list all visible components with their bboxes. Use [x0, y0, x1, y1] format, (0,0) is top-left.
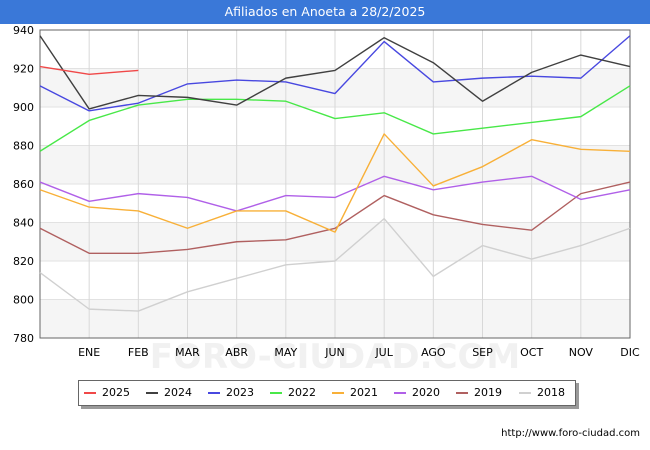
x-tick-label: MAY [274, 346, 297, 359]
x-tick-label: OCT [520, 346, 543, 359]
legend-label: 2020 [412, 386, 440, 399]
series-line-2022 [39, 85, 631, 152]
series-line-2023 [39, 35, 631, 112]
x-tick-label: AGO [421, 346, 446, 359]
legend-swatch [456, 392, 468, 394]
y-tick-label: 840 [13, 217, 34, 230]
legend-label: 2021 [350, 386, 378, 399]
legend-label: 2018 [537, 386, 565, 399]
plot-border [39, 29, 631, 339]
legend-swatch [84, 392, 96, 394]
series-line-2024 [39, 35, 631, 110]
legend-label: 2025 [102, 386, 130, 399]
y-tick-label: 900 [13, 101, 34, 114]
x-tick-label: FEB [128, 346, 149, 359]
y-tick-label: 920 [13, 63, 34, 76]
y-tick-label: 880 [13, 140, 34, 153]
y-tick-label: 800 [13, 294, 34, 307]
y-tick-label: 940 [13, 24, 34, 37]
series-line-2021 [39, 133, 631, 233]
y-tick-label: 780 [13, 332, 34, 345]
series-line-2019 [39, 181, 631, 255]
series-line-2020 [39, 175, 631, 212]
legend-label: 2019 [474, 386, 502, 399]
x-tick-label: NOV [569, 346, 594, 359]
x-tick-label: JUN [324, 346, 345, 359]
y-tick-label: 820 [13, 255, 34, 268]
x-tick-label: MAR [175, 346, 200, 359]
series-line-2018 [39, 217, 631, 312]
x-tick-label: ENE [78, 346, 100, 359]
series-line-2025 [39, 65, 139, 75]
legend-label: 2024 [164, 386, 192, 399]
legend-swatch [332, 392, 344, 394]
legend-label: 2023 [226, 386, 254, 399]
x-tick-label: ABR [225, 346, 248, 359]
watermark: FORO-CIUDAD.COM [150, 337, 521, 377]
x-tick-label: DIC [620, 346, 640, 359]
x-tick-label: JUL [374, 346, 393, 359]
legend-swatch [208, 392, 220, 394]
legend: 2025 2024 2023 2022 2021 2020 2019 2018 [78, 380, 576, 406]
x-tick-label: SEP [472, 346, 493, 359]
source-url: http://www.foro-ciudad.com [501, 428, 640, 439]
chart-title: Afiliados en Anoeta a 28/2/2025 [224, 4, 426, 19]
legend-swatch [519, 392, 531, 394]
title-bar [0, 0, 650, 24]
legend-swatch [270, 392, 282, 394]
legend-swatch [146, 392, 158, 394]
legend-swatch [394, 392, 406, 394]
y-tick-label: 860 [13, 178, 34, 191]
legend-label: 2022 [288, 386, 316, 399]
